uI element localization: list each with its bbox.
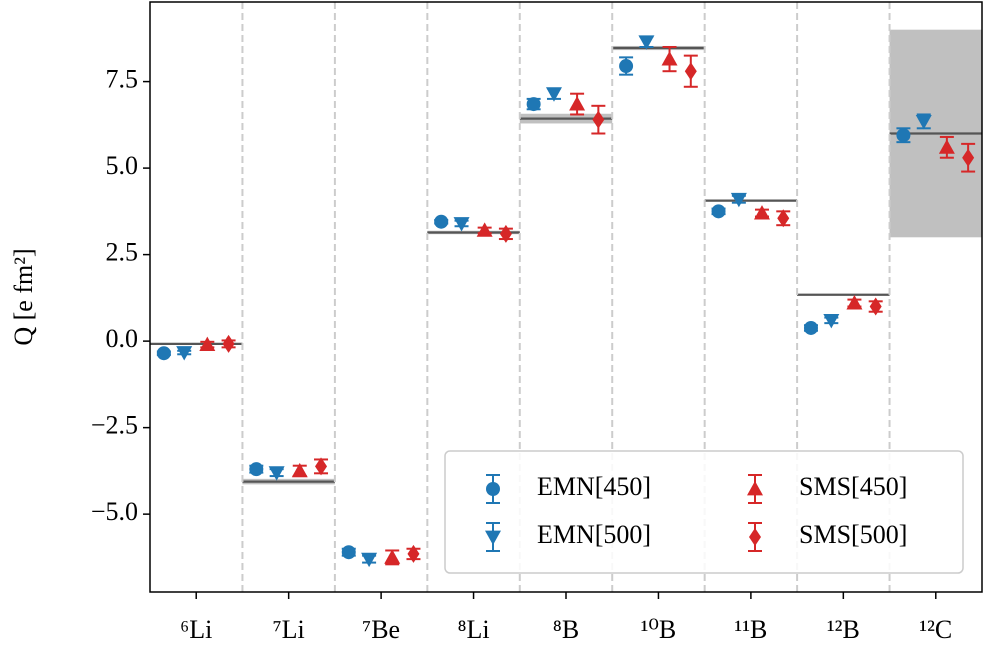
marker bbox=[407, 544, 420, 563]
marker bbox=[869, 297, 882, 316]
marker bbox=[485, 530, 501, 545]
marker bbox=[156, 346, 171, 361]
marker bbox=[434, 214, 449, 229]
y-tick-label: −2.5 bbox=[91, 411, 138, 440]
legend-label: SMS[450] bbox=[799, 472, 907, 501]
marker bbox=[268, 466, 285, 481]
marker bbox=[476, 222, 493, 237]
marker bbox=[569, 96, 586, 111]
marker bbox=[526, 97, 541, 112]
marker bbox=[711, 204, 726, 219]
marker bbox=[361, 552, 378, 568]
x-tick-label: ¹⁰B bbox=[641, 615, 677, 644]
marker bbox=[753, 205, 770, 220]
marker bbox=[545, 87, 562, 102]
legend-label: EMN[500] bbox=[537, 520, 651, 549]
marker bbox=[730, 192, 747, 208]
y-tick-label: 7.5 bbox=[106, 65, 139, 94]
marker bbox=[661, 51, 678, 66]
marker bbox=[486, 482, 500, 496]
legend-label: SMS[500] bbox=[799, 520, 907, 549]
marker bbox=[199, 336, 216, 351]
x-tick-label: ⁸B bbox=[553, 615, 579, 644]
marker bbox=[896, 128, 911, 143]
x-tick-label: ¹²C bbox=[919, 615, 952, 644]
x-tick-label: ⁸Li bbox=[457, 615, 489, 644]
x-tick-label: ⁷Li bbox=[273, 615, 305, 644]
marker bbox=[592, 110, 605, 129]
marker bbox=[249, 462, 264, 477]
y-tick-label: 5.0 bbox=[106, 151, 139, 180]
marker bbox=[499, 224, 512, 243]
legend-box bbox=[444, 450, 964, 574]
marker bbox=[291, 462, 308, 478]
marker bbox=[915, 114, 932, 130]
marker bbox=[619, 59, 634, 74]
marker bbox=[341, 545, 356, 560]
x-tick-label: ⁶Li bbox=[180, 615, 212, 644]
x-tick-label: ¹²B bbox=[827, 615, 860, 644]
marker bbox=[846, 295, 863, 310]
marker bbox=[684, 62, 697, 81]
marker bbox=[803, 320, 818, 335]
y-tick-label: 0.0 bbox=[106, 324, 139, 353]
marker bbox=[315, 457, 328, 476]
x-tick-label: ¹¹B bbox=[734, 615, 767, 644]
y-axis-label: Q [e fm²] bbox=[9, 248, 38, 345]
marker bbox=[384, 549, 401, 564]
marker bbox=[962, 148, 975, 167]
marker bbox=[222, 334, 235, 353]
marker bbox=[747, 481, 763, 496]
marker bbox=[749, 528, 761, 546]
marker bbox=[938, 139, 955, 154]
x-tick-label: ⁷Be bbox=[362, 615, 400, 644]
marker bbox=[638, 35, 655, 50]
marker bbox=[777, 209, 790, 228]
marker bbox=[176, 346, 193, 361]
marker bbox=[453, 217, 470, 232]
y-tick-label: −5.0 bbox=[91, 497, 138, 526]
marker bbox=[823, 313, 840, 329]
y-tick-label: 2.5 bbox=[106, 238, 139, 267]
legend-label: EMN[450] bbox=[537, 472, 651, 501]
